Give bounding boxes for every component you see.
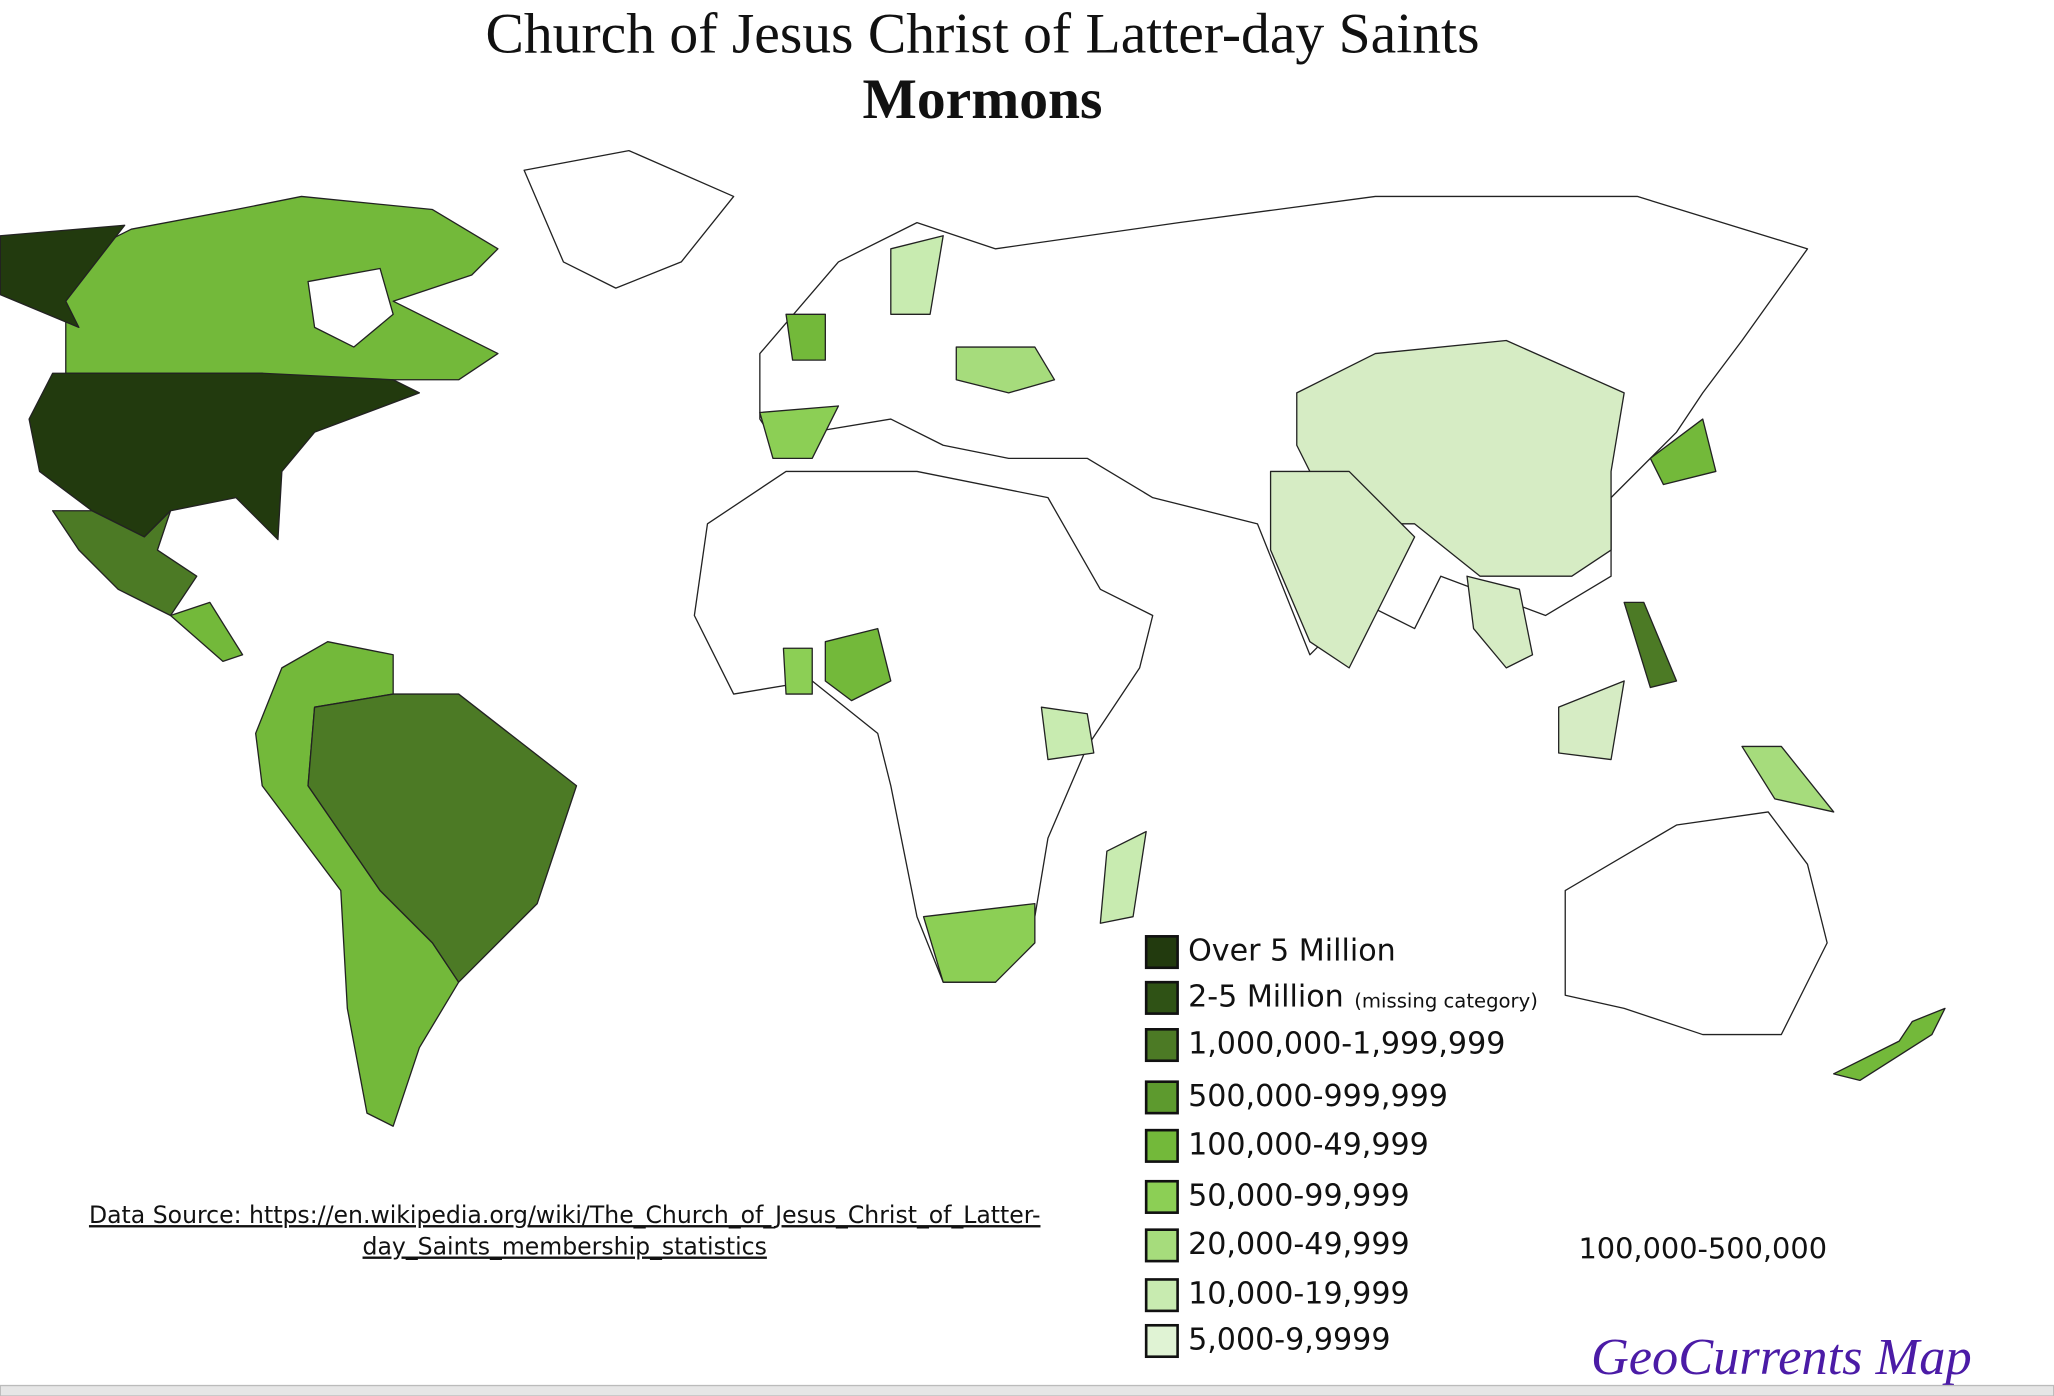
greenland — [523, 149, 735, 289]
source-line: day_Saints_membership_statistics — [363, 1233, 767, 1261]
australia — [1564, 811, 1828, 1036]
legend-swatch — [1144, 1128, 1179, 1163]
ukraine — [955, 346, 1056, 394]
japan — [1649, 418, 1717, 486]
brazil — [307, 693, 578, 983]
legend-label: 500,000-999,999 — [1188, 1079, 1448, 1114]
legend-label: 100,000-49,999 — [1188, 1127, 1429, 1162]
source-line: Data Source: https://en.wikipedia.org/wi… — [89, 1201, 1041, 1229]
legend-label: 20,000-49,999 — [1188, 1227, 1410, 1262]
philippines — [1623, 601, 1678, 689]
legend-swatch — [1144, 1278, 1179, 1313]
title: Church of Jesus Christ of Latter-day Sai… — [485, 3, 1479, 66]
legend-label: 1,000,000-1,999,999 — [1188, 1027, 1505, 1062]
south-africa — [922, 902, 1036, 983]
legend-swatch — [1144, 980, 1179, 1015]
legend-label: 5,000-9,9999 — [1188, 1322, 1390, 1357]
world-map — [0, 149, 1946, 1127]
legend-swatch — [1144, 1080, 1179, 1115]
uk — [785, 313, 826, 361]
credit: GeoCurrents Map — [1591, 1328, 1972, 1386]
hudson-bay — [307, 267, 394, 348]
papua-new-guinea — [1741, 745, 1835, 813]
note: 100,000-500,000 — [1578, 1232, 1827, 1266]
alaska — [0, 224, 126, 329]
legend-label: 2-5 Million — [1188, 979, 1344, 1014]
nigeria — [824, 627, 892, 702]
india — [1269, 470, 1416, 669]
usa — [28, 372, 421, 541]
legend-label: Over 5 Million — [1188, 934, 1396, 969]
status-bar — [0, 1384, 2054, 1396]
legend-swatch — [1144, 1228, 1179, 1263]
legend-swatch — [1144, 1179, 1179, 1214]
legend-label: 10,000-19,999 — [1188, 1277, 1410, 1312]
legend-swatch — [1144, 935, 1179, 970]
madagascar — [1099, 830, 1147, 924]
mexico — [52, 510, 198, 617]
legend-swatch — [1144, 1028, 1179, 1063]
subtitle: Mormons — [862, 68, 1102, 131]
borneo — [1558, 680, 1625, 761]
ghana — [782, 647, 813, 695]
spain — [759, 405, 840, 460]
new-zealand — [1833, 1007, 1946, 1082]
legend: Over 5 Million 2-5 Million (missing catego… — [1144, 934, 1538, 1359]
legend-swatch — [1144, 1323, 1179, 1359]
legend-label: 50,000-99,999 — [1188, 1178, 1410, 1213]
scandinavia — [890, 235, 944, 315]
legend-note: (missing category) — [1354, 989, 1538, 1012]
indochina — [1466, 575, 1534, 669]
central-america — [169, 601, 244, 662]
kenya — [1040, 706, 1095, 761]
